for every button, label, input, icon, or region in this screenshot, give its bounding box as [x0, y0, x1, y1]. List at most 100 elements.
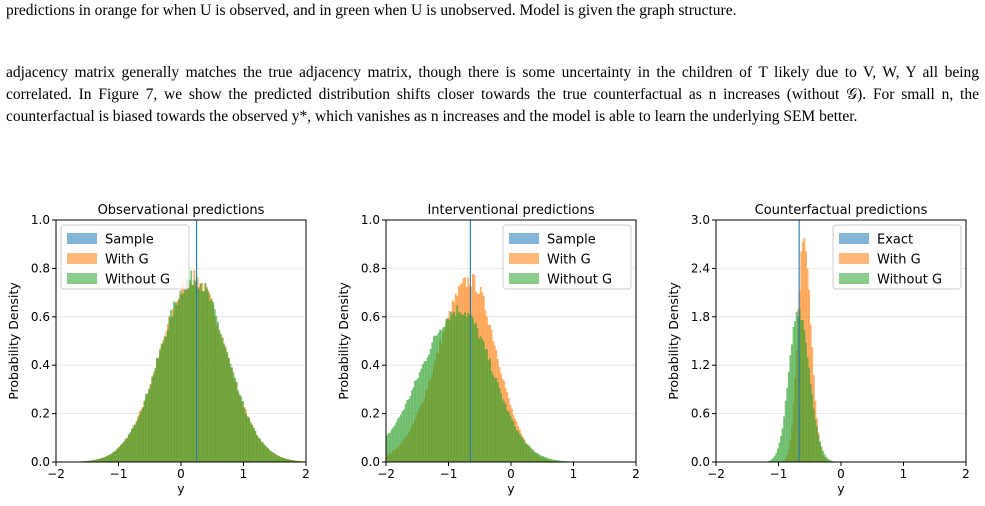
- histogram-bar: [118, 446, 121, 462]
- histogram-bar: [823, 454, 826, 462]
- histogram-bar: [407, 399, 410, 462]
- histogram-bar: [185, 279, 188, 462]
- histogram-bar: [262, 442, 265, 462]
- histogram-bar: [116, 448, 119, 462]
- histogram-bar: [445, 318, 448, 462]
- y-tick-label: 1.0: [31, 213, 50, 227]
- histogram-bar: [828, 459, 831, 462]
- histogram-bar: [224, 348, 227, 462]
- histogram-bar: [500, 393, 502, 462]
- histogram-bar: [559, 460, 562, 462]
- histogram-bar: [190, 270, 193, 462]
- histogram-bar: [395, 422, 398, 462]
- histogram-bar: [141, 407, 144, 462]
- histogram-bar: [232, 372, 235, 462]
- histogram-bar: [532, 450, 535, 462]
- histogram-bar: [234, 377, 236, 462]
- histogram-bar: [423, 361, 426, 462]
- histogram-bar: [273, 453, 276, 462]
- chart-title: Counterfactual predictions: [755, 203, 928, 218]
- histogram-bar: [803, 329, 806, 462]
- caption-text: predictions in orange for when U is obse…: [6, 2, 737, 19]
- histogram-bar: [415, 379, 418, 462]
- histogram-bar: [432, 336, 435, 462]
- legend-label: With G: [547, 253, 591, 268]
- histogram-bar: [459, 312, 462, 462]
- histogram-bar: [520, 436, 523, 462]
- histogram-bar: [489, 358, 491, 462]
- histogram-bar: [138, 414, 141, 462]
- histogram-bar: [112, 452, 115, 462]
- histogram-bar: [260, 442, 263, 462]
- legend-label: Without G: [877, 273, 942, 288]
- y-tick-label: 0.8: [31, 261, 50, 275]
- histogram-bar: [420, 368, 423, 462]
- histogram-bar: [440, 330, 443, 462]
- histogram-bar: [124, 438, 127, 462]
- x-tick-label: 2: [302, 467, 310, 481]
- y-axis-label: Probability Density: [666, 282, 681, 400]
- histogram-bar: [468, 315, 471, 462]
- body-paragraph: adjacency matrix generally matches the t…: [6, 62, 979, 128]
- histogram-bar: [254, 430, 257, 462]
- histogram-bar: [126, 438, 129, 462]
- histogram-bar: [425, 361, 427, 462]
- histogram-bar: [274, 454, 277, 462]
- histogram-bar: [87, 460, 90, 462]
- histogram-bar: [406, 399, 409, 462]
- series-without-g: [79, 270, 305, 462]
- histogram-bar: [492, 374, 495, 462]
- histogram-bar: [277, 455, 280, 462]
- histogram-bar: [795, 311, 798, 462]
- histogram-bar: [237, 390, 240, 462]
- histogram-bar: [403, 409, 406, 462]
- histogram-figure: −2 −1 0 1 2 0.0 0.2 0.4 0.6 0.8 1.0 Observational p…: [0, 196, 985, 506]
- histogram-bar: [498, 387, 501, 462]
- histogram-bar: [817, 435, 820, 462]
- histogram-bar: [166, 329, 169, 462]
- histogram-bar: [151, 376, 154, 462]
- histogram-bar: [461, 315, 463, 462]
- histogram-bar: [198, 288, 201, 462]
- histogram-bar: [282, 458, 285, 462]
- histogram-bar: [511, 419, 513, 462]
- histogram-bar: [417, 378, 420, 462]
- histogram-bar: [91, 460, 94, 462]
- y-tick-label: 1.2: [691, 358, 710, 372]
- histogram-bar: [786, 387, 789, 462]
- histogram-bar: [152, 374, 155, 462]
- histogram-bar: [266, 448, 269, 462]
- histogram-bar: [157, 358, 160, 462]
- histogram-bar: [478, 338, 481, 462]
- histogram-bar: [539, 454, 541, 462]
- legend-swatch: [67, 273, 97, 284]
- histogram-bar: [820, 446, 823, 462]
- histogram-bar: [196, 287, 199, 462]
- histogram-bar: [473, 324, 476, 462]
- histogram-bar: [464, 312, 466, 462]
- histogram-bar: [121, 442, 124, 462]
- histogram-bar: [160, 343, 163, 462]
- histogram-bar: [191, 285, 194, 462]
- y-tick-label: 1.0: [361, 213, 380, 227]
- histogram-bar: [238, 394, 241, 462]
- histogram-bar: [251, 425, 254, 462]
- chart-panel-1: −2 −1 0 1 2 0.0 0.2 0.4 0.6 0.8 1.0 Observational p…: [6, 203, 310, 496]
- x-tick-label: −1: [110, 467, 128, 481]
- histogram-bar: [506, 410, 509, 462]
- histogram-bar: [429, 348, 432, 462]
- histogram-bar: [414, 380, 416, 462]
- histogram-bar: [769, 460, 771, 462]
- histogram-bar: [215, 315, 218, 462]
- chart-title: Interventional predictions: [427, 203, 594, 218]
- histogram-bar: [143, 400, 146, 462]
- histogram-bars: [386, 273, 571, 462]
- legend: Sample With G Without G: [60, 224, 190, 290]
- histogram-bar: [784, 400, 787, 462]
- histogram-bar: [479, 336, 482, 462]
- histogram-bar: [454, 315, 457, 462]
- histogram-bar: [179, 290, 182, 462]
- histogram-bar: [412, 387, 415, 462]
- histogram-bar: [443, 326, 446, 462]
- histogram-bar: [826, 458, 829, 462]
